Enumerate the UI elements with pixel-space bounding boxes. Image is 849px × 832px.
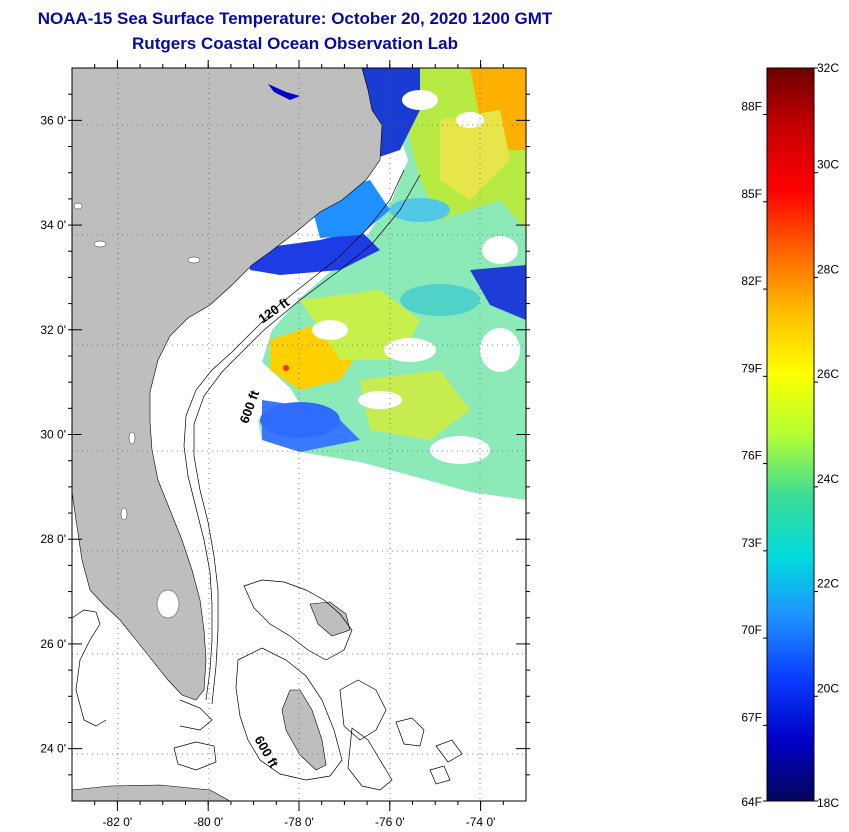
colorbar-celsius-label: 30C [817, 158, 839, 172]
lon-tick-label: -82 0' [103, 815, 133, 829]
lon-tick-label: -76 0' [375, 815, 405, 829]
colorbar: 18C 20C 22C 24C 26C 28C 30C 32C 64F 67F 70F 73F 76F… [741, 61, 839, 810]
colorbar-fahrenheit-label: 67F [741, 710, 762, 724]
colorbar-gradient [766, 67, 815, 802]
lon-tick-label: -78 0' [284, 815, 314, 829]
colorbar-celsius-label: 32C [817, 61, 839, 75]
colorbar-fahrenheit-label: 79F [741, 361, 762, 375]
lat-tick-label: 32 0' [40, 323, 66, 337]
minor-ticks [68, 64, 530, 805]
grid-lines [72, 68, 526, 801]
colorbar-fahrenheit-label: 88F [741, 100, 762, 114]
lat-tick-label: 36 0' [40, 113, 66, 127]
colorbar-celsius-label: 26C [817, 367, 839, 381]
colorbar-ticks [763, 67, 818, 802]
land-masses [72, 68, 383, 801]
lat-tick-label: 24 0' [40, 742, 66, 756]
colorbar-fahrenheit-label: 64F [741, 795, 762, 809]
map-subtitle: Rutgers Coastal Ocean Observation Lab [132, 34, 458, 53]
isobath-contours [72, 169, 463, 791]
inland-water [73, 202, 201, 619]
colorbar-celsius-label: 28C [817, 262, 839, 276]
lon-tick-label: -74 0' [466, 815, 496, 829]
map-title: NOAA-15 Sea Surface Temperature: October… [37, 9, 553, 28]
colorbar-fahrenheit-label: 70F [741, 623, 762, 637]
colorbar-fahrenheit-labels: 64F 67F 70F 73F 76F 79F 82F 85F 88F [741, 100, 762, 809]
lat-tick-label: 28 0' [40, 532, 66, 546]
latitude-axis: 24 0' 26 0' 28 0' 30 0' 32 0' 34 0' 36 0' [40, 113, 526, 756]
colorbar-celsius-label: 24C [817, 472, 839, 486]
lat-tick-label: 30 0' [40, 428, 66, 442]
lat-tick-label: 34 0' [40, 218, 66, 232]
grand-bahama-island [309, 601, 351, 637]
colorbar-celsius-label: 20C [817, 681, 839, 695]
colorbar-fahrenheit-label: 76F [741, 449, 762, 463]
colorbar-fahrenheit-label: 85F [741, 187, 762, 201]
cuba-coast [72, 784, 231, 801]
longitude-axis: -82 0' -80 0' -78 0' -76 0' -74 0' [103, 60, 496, 829]
colorbar-fahrenheit-label: 73F [741, 536, 762, 550]
lon-tick-label: -80 0' [193, 815, 223, 829]
lat-tick-label: 26 0' [40, 637, 66, 651]
mainland-southeast-us [72, 68, 383, 701]
colorbar-fahrenheit-label: 82F [741, 274, 762, 288]
chesapeake-water [268, 84, 300, 100]
colorbar-celsius-label: 22C [817, 577, 839, 591]
andros-island [281, 689, 327, 771]
colorbar-celsius-labels: 18C 20C 22C 24C 26C 28C 30C 32C [817, 61, 839, 810]
colorbar-celsius-label: 18C [817, 796, 839, 810]
